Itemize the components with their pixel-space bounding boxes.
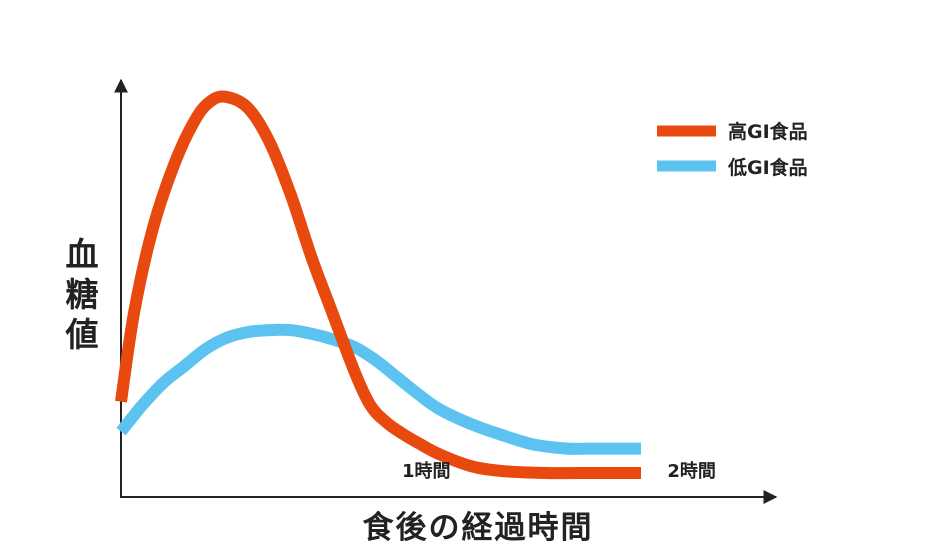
x-tick-label: 1時間 — [402, 461, 451, 482]
series-line-low-gi — [116, 323, 641, 455]
y-axis-label-char: 値 — [65, 315, 99, 354]
y-axis-label-char: 血 — [66, 235, 99, 274]
series-line-high-gi — [115, 90, 641, 480]
series-layer — [115, 90, 641, 480]
legend-label: 高GI食品 — [728, 120, 808, 143]
y-axis-label: 血 糖 値 — [65, 235, 99, 354]
legend-label: 低GI食品 — [727, 156, 808, 179]
legend: 高GI食品 低GI食品 — [657, 120, 808, 179]
x-axis-label: 食後の経過時間 — [363, 510, 594, 546]
legend-item-high-gi: 高GI食品 — [657, 120, 808, 143]
tick-layer: 1時間 2時間 — [402, 461, 716, 482]
x-tick-label: 2時間 — [667, 461, 716, 482]
legend-item-low-gi: 低GI食品 — [657, 156, 808, 179]
y-axis-label-char: 糖 — [66, 275, 99, 314]
